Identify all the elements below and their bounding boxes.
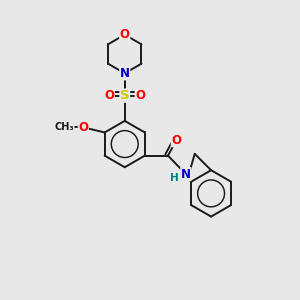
Text: O: O	[171, 134, 181, 147]
Text: O: O	[120, 28, 130, 41]
Text: CH₃: CH₃	[54, 122, 74, 132]
Text: O: O	[135, 89, 145, 102]
Text: O: O	[104, 89, 114, 102]
Text: S: S	[120, 89, 130, 102]
Text: N: N	[120, 67, 130, 80]
Text: N: N	[181, 168, 191, 181]
Text: O: O	[78, 121, 88, 134]
Text: H: H	[170, 172, 179, 183]
